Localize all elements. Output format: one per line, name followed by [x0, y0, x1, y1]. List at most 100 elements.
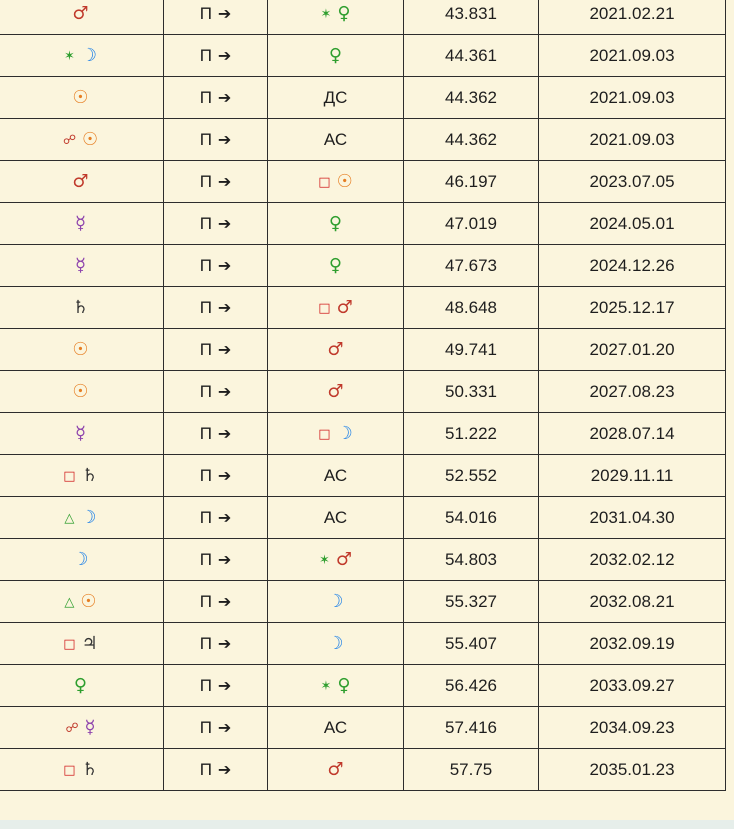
- direction-cell: П ➔: [163, 580, 268, 623]
- table-row: ☿ П ➔ ♀ 47.019 2024.05.01: [0, 202, 726, 245]
- table-row: ☽ П ➔ ✶ ♂ 54.803 2032.02.12: [0, 538, 726, 581]
- significator-cell: ✶ ♀: [267, 0, 404, 35]
- significator-cell: □ ☉: [267, 160, 404, 203]
- aspect-symbol: □: [63, 763, 76, 778]
- date-cell: 2031.04.30: [538, 496, 726, 539]
- table-row: ☿ П ➔ □ ☽ 51.222 2028.07.14: [0, 412, 726, 455]
- direction-label: П: [199, 3, 212, 23]
- direction-cell: П ➔: [163, 244, 268, 287]
- aspect-symbol: □: [63, 637, 76, 652]
- age-cell: 43.831: [403, 0, 539, 35]
- table-row: ♂ П ➔ □ ☉ 46.197 2023.07.05: [0, 160, 726, 203]
- planet-symbol: ♂: [327, 381, 344, 402]
- planet-symbol: ♀: [337, 675, 351, 696]
- planet-symbol: ♂: [72, 3, 89, 24]
- promissor-cell: ☍ ☿: [0, 706, 164, 749]
- arrow-right-icon: ➔: [217, 3, 232, 23]
- table-row: ♀ П ➔ ✶ ♀ 56.426 2033.09.27: [0, 664, 726, 707]
- date-cell: 2027.08.23: [538, 370, 726, 413]
- date-cell: 2021.02.21: [538, 0, 726, 35]
- direction-label: П: [199, 507, 212, 527]
- planet-symbol: ♀: [328, 255, 343, 276]
- promissor-cell: ☿: [0, 202, 164, 245]
- directions-table-body: ♂ П ➔ ✶ ♀ 43.831 2021.02.21 ✶ ☽ П ➔ ♀ 44.361 2021.09.…: [0, 0, 726, 791]
- age-cell: 49.741: [403, 328, 539, 371]
- date-cell: 2024.05.01: [538, 202, 726, 245]
- planet-symbol: ☉: [82, 129, 99, 150]
- significator-cell: ♂: [267, 328, 404, 371]
- planet-symbol: ☿: [84, 717, 96, 738]
- direction-cell: П ➔: [163, 286, 268, 329]
- significator-cell: ♀: [267, 244, 404, 287]
- aspect-symbol: ✶: [320, 679, 332, 694]
- date-cell: 2025.12.17: [538, 286, 726, 329]
- date-cell: 2023.07.05: [538, 160, 726, 203]
- planet-symbol: ☿: [74, 423, 87, 444]
- arrow-right-icon: ➔: [217, 255, 232, 275]
- significator-cell: ♀: [267, 34, 404, 77]
- arrow-right-icon: ➔: [217, 213, 232, 233]
- promissor-cell: ♄: [0, 286, 164, 329]
- arrow-right-icon: ➔: [217, 381, 232, 401]
- table-row: ♂ П ➔ ✶ ♀ 43.831 2021.02.21: [0, 0, 726, 35]
- promissor-cell: ☿: [0, 412, 164, 455]
- promissor-cell: ✶ ☽: [0, 34, 164, 77]
- significator-cell: ✶ ♂: [267, 538, 404, 581]
- arrow-right-icon: ➔: [217, 717, 232, 737]
- age-cell: 47.019: [403, 202, 539, 245]
- planet-symbol: ♀: [73, 675, 88, 696]
- significator-cell: АС: [267, 118, 404, 161]
- significator-cell: ☽: [267, 580, 404, 623]
- direction-label: П: [199, 675, 212, 695]
- significator-cell: ♀: [267, 202, 404, 245]
- planet-symbol: ☽: [72, 549, 89, 570]
- direction-label: П: [199, 633, 212, 653]
- direction-label: П: [199, 549, 212, 569]
- significator-cell: ☽: [267, 622, 404, 665]
- planet-symbol: ☿: [74, 213, 87, 234]
- date-cell: 2021.09.03: [538, 118, 726, 161]
- age-cell: 54.803: [403, 538, 539, 581]
- significator-cell: □ ☽: [267, 412, 404, 455]
- direction-label: П: [199, 213, 212, 233]
- direction-cell: П ➔: [163, 538, 268, 581]
- significator-cell: ♂: [267, 748, 404, 791]
- table-row: ☉ П ➔ ДС 44.362 2021.09.03: [0, 76, 726, 119]
- axis-label: АС: [323, 465, 348, 485]
- planet-symbol: ♄: [81, 465, 98, 486]
- direction-label: П: [199, 465, 212, 485]
- table-row: ✶ ☽ П ➔ ♀ 44.361 2021.09.03: [0, 34, 726, 77]
- promissor-cell: ☿: [0, 244, 164, 287]
- table-row: △ ☉ П ➔ ☽ 55.327 2032.08.21: [0, 580, 726, 623]
- planet-symbol: ♂: [327, 339, 344, 360]
- planet-symbol: ☉: [80, 591, 97, 612]
- table-row: ☿ П ➔ ♀ 47.673 2024.12.26: [0, 244, 726, 287]
- planet-symbol: ☉: [336, 171, 353, 192]
- planet-symbol: ☿: [74, 255, 87, 276]
- table-row: ☍ ☉ П ➔ АС 44.362 2021.09.03: [0, 118, 726, 161]
- date-cell: 2032.08.21: [538, 580, 726, 623]
- direction-cell: П ➔: [163, 202, 268, 245]
- arrow-right-icon: ➔: [217, 549, 232, 569]
- age-cell: 50.331: [403, 370, 539, 413]
- significator-cell: □ ♂: [267, 286, 404, 329]
- table-row: ☉ П ➔ ♂ 50.331 2027.08.23: [0, 370, 726, 413]
- planet-symbol: ☽: [80, 45, 98, 66]
- table-row: □ ♄ П ➔ АС 52.552 2029.11.11: [0, 454, 726, 497]
- promissor-cell: ☍ ☉: [0, 118, 164, 161]
- date-cell: 2033.09.27: [538, 664, 726, 707]
- date-cell: 2021.09.03: [538, 34, 726, 77]
- aspect-symbol: □: [318, 301, 331, 316]
- table-row: △ ☽ П ➔ АС 54.016 2031.04.30: [0, 496, 726, 539]
- age-cell: 51.222: [403, 412, 539, 455]
- planet-symbol: ☽: [80, 507, 97, 528]
- planet-symbol: ♀: [328, 45, 343, 66]
- promissor-cell: □ ♄: [0, 454, 164, 497]
- planet-symbol: ♂: [72, 171, 89, 192]
- promissor-cell: ☽: [0, 538, 164, 581]
- planet-symbol: ♂: [335, 549, 353, 570]
- arrow-right-icon: ➔: [217, 465, 232, 485]
- date-cell: 2027.01.20: [538, 328, 726, 371]
- direction-label: П: [199, 339, 212, 359]
